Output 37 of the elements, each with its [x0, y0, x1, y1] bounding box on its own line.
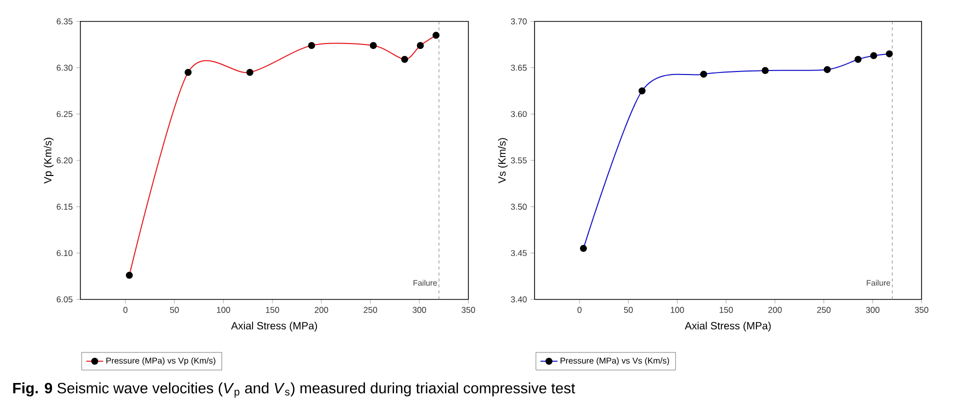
y-tick-label: 6.20 — [56, 157, 72, 164]
y-tick-label: 3.55 — [510, 157, 527, 164]
y-tick-label: 6.15 — [56, 204, 72, 210]
x-tick-label: 150 — [720, 306, 733, 313]
legend-label: Pressure (MPa) vs Vs (Km/s) — [560, 357, 670, 366]
x-tick-label: 350 — [914, 306, 928, 313]
x-tick-label: 350 — [462, 306, 476, 313]
legend-label: Pressure (MPa) vs Vp (Km/s) — [106, 357, 216, 366]
y-tick-label: 6.10 — [56, 250, 72, 256]
x-tick-label: 0 — [123, 306, 128, 313]
y-tick-label: 3.40 — [510, 296, 527, 302]
y-tick-label: 6.35 — [56, 18, 72, 24]
x-tick-label: 250 — [364, 306, 378, 313]
y-tick-label: 6.05 — [56, 296, 72, 302]
text: Fig. 9 Seismic wave velocities (V$_{p}$ and V$_{s}$) measured during triaxial compressive test — [13, 382, 576, 398]
x-tick-label: 200 — [314, 306, 328, 313]
x-tick-label: 250 — [817, 306, 831, 313]
x-tick-label: 100 — [216, 306, 230, 313]
x-axis-title: Axial Stress (MPa) — [684, 322, 771, 332]
y-axis-title: Vs (Km/s) — [498, 138, 508, 184]
x-tick-label: 200 — [768, 306, 782, 313]
y-tick-label: 3.60 — [510, 111, 527, 118]
x-tick-label: 50 — [170, 306, 179, 313]
x-tick-label: 300 — [866, 306, 880, 313]
x-tick-label: 100 — [670, 306, 684, 313]
y-tick-label: 3.70 — [510, 18, 527, 24]
x-tick-label: 300 — [412, 306, 426, 313]
y-tick-label: 6.30 — [56, 64, 72, 71]
y-tick-label: 6.25 — [56, 111, 72, 118]
y-tick-label: 3.65 — [510, 64, 527, 71]
x-tick-label: 150 — [266, 306, 280, 313]
y-axis-title: Vp (Km/s) — [44, 138, 54, 184]
x-axis-title: Axial Stress (MPa) — [231, 322, 317, 332]
x-tick-label: 50 — [624, 306, 633, 313]
y-tick-label: 3.50 — [510, 204, 527, 210]
y-tick-label: 3.45 — [510, 250, 527, 256]
x-tick-label: 0 — [578, 306, 582, 313]
